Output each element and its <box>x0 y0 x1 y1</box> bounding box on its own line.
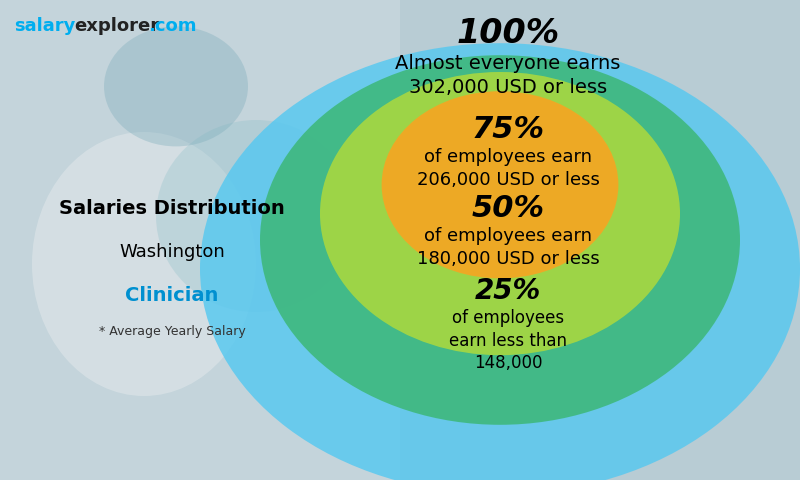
Ellipse shape <box>32 132 256 396</box>
Text: Washington: Washington <box>119 243 225 261</box>
Text: salary: salary <box>14 17 76 35</box>
Text: explorer: explorer <box>74 17 159 35</box>
Text: of employees
earn less than
148,000: of employees earn less than 148,000 <box>449 309 567 372</box>
Text: Clinician: Clinician <box>126 286 218 305</box>
Text: Almost everyone earns
302,000 USD or less: Almost everyone earns 302,000 USD or les… <box>395 54 621 97</box>
Text: 100%: 100% <box>456 17 560 50</box>
Text: * Average Yearly Salary: * Average Yearly Salary <box>98 324 246 338</box>
Ellipse shape <box>382 91 618 278</box>
Text: 50%: 50% <box>471 194 545 223</box>
Text: .com: .com <box>148 17 197 35</box>
Ellipse shape <box>104 26 248 146</box>
Ellipse shape <box>260 55 740 425</box>
Ellipse shape <box>320 72 680 355</box>
Text: Salaries Distribution: Salaries Distribution <box>59 199 285 218</box>
Text: of employees earn
206,000 USD or less: of employees earn 206,000 USD or less <box>417 148 599 189</box>
Text: of employees earn
180,000 USD or less: of employees earn 180,000 USD or less <box>417 227 599 268</box>
Text: 75%: 75% <box>471 115 545 144</box>
Text: 25%: 25% <box>475 277 541 305</box>
Bar <box>0 0 400 480</box>
Ellipse shape <box>156 120 356 312</box>
Ellipse shape <box>200 43 800 480</box>
